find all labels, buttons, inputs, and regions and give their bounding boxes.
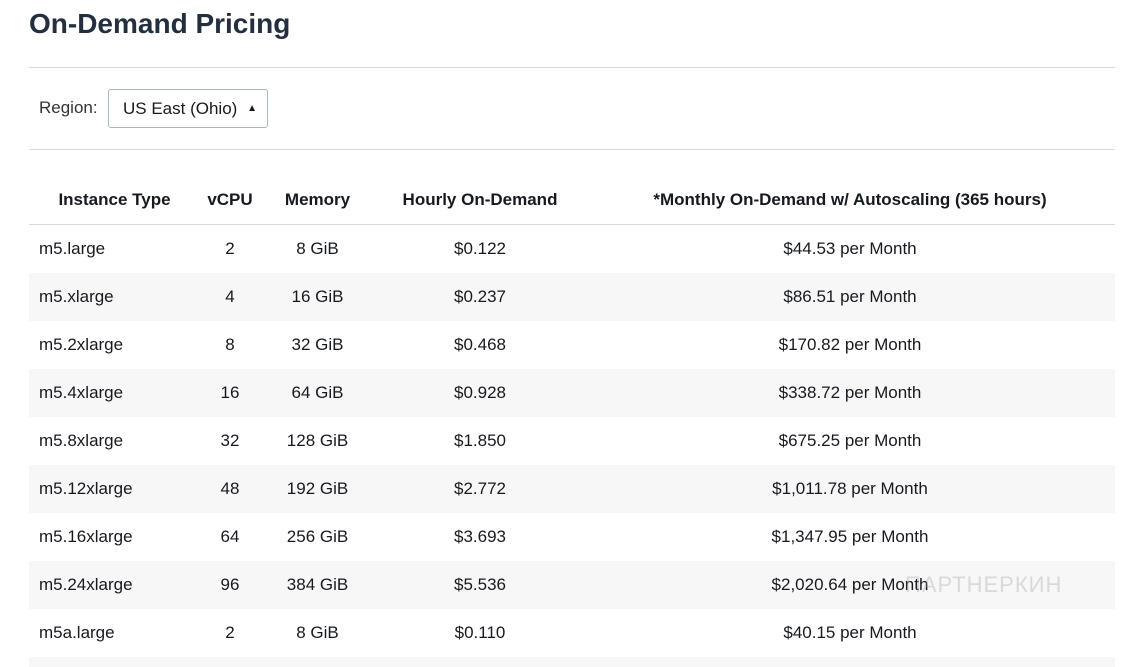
table-cell: 384 GiB [260, 561, 375, 609]
table-cell: m5.xlarge [29, 273, 200, 321]
table-cell: 16 [200, 369, 260, 417]
table-cell: 8 [225, 335, 235, 354]
table-cell: $0.468 [454, 335, 506, 354]
table-row: m5.16xlarge 64 256 GiB $3.693 $1,347.95 per … [29, 513, 1115, 561]
table-row: m5.large 2 8 GiB $0.122 $44.53 per Month [29, 225, 1115, 274]
table-cell: m5.2xlarge [39, 335, 124, 354]
table-cell: $338.72 per Month [585, 369, 1115, 417]
table-cell: 32 GiB [291, 335, 344, 354]
table-cell: $675.25 per Month [778, 431, 922, 450]
table-cell: $5.536 [375, 561, 585, 609]
table-cell: 48 [200, 465, 260, 513]
table-cell: 2 [225, 239, 235, 258]
table-cell: $1,011.78 per Month [585, 465, 1115, 513]
table-row: m5.xlarge 4 16 GiB $0.237 $86.51 per Month [29, 273, 1115, 321]
table-cell: $2.772 [375, 465, 585, 513]
table-cell: m5a.large [39, 623, 115, 642]
table-cell: 32 [220, 431, 240, 450]
table-cell: $0.122 [454, 239, 506, 258]
page-title: On-Demand Pricing [29, 8, 291, 39]
table-cell: 128 GiB [286, 431, 349, 450]
table-cell: $1,347.95 per Month [771, 527, 929, 546]
table-cell: 8 GiB [296, 623, 339, 642]
table-cell: $0.110 [454, 623, 506, 642]
table-cell: m5.24xlarge [29, 561, 200, 609]
table-cell: 192 GiB [260, 465, 375, 513]
table-cell: 256 GiB [286, 527, 349, 546]
select-arrow: ▲ [247, 103, 257, 114]
table-cell: m5.16xlarge [39, 527, 133, 546]
table-cell: 96 [200, 561, 260, 609]
table-row: m5.12xlarge 48 192 GiB $2.772 $1,011.78 per … [29, 465, 1115, 513]
table-row: m5.8xlarge 32 128 GiB $1.850 $675.25 per Mon… [29, 417, 1115, 465]
region-value: US East (Ohio) [123, 99, 238, 118]
table-cell: 4 [200, 273, 260, 321]
table-cell: $86.51 per Month [585, 273, 1115, 321]
table-cell: 64 [220, 527, 240, 546]
column-header: Hourly On-Demand [375, 175, 585, 225]
table-cell: $2,020.64 per Month [585, 561, 1115, 609]
table-cell: $40.15 per Month [783, 623, 917, 642]
column-header: *Monthly On-Demand w/ Autoscaling (365 h… [585, 175, 1115, 225]
table-row: m5.24xlarge 96 384 GiB $5.536 $2,020.64 per … [29, 561, 1115, 609]
watermark: ПАРТНЕРКИН [905, 572, 1063, 597]
table-cell: $1.850 [454, 431, 506, 450]
column-header: vCPU [200, 175, 260, 225]
table-cell: 2 [225, 623, 235, 642]
table-cell: $170.82 per Month [778, 335, 922, 354]
pricing-table: Instance Type vCPU Memory Hourly On-Demand *… [29, 175, 1115, 657]
table-cell: $44.53 per Month [783, 239, 917, 258]
table-cell: $0.237 [375, 273, 585, 321]
row-stripe [29, 657, 1115, 667]
table-cell: 8 GiB [296, 239, 339, 258]
table-cell: m5.large [39, 239, 106, 258]
column-header: Memory [260, 175, 375, 225]
header-row: Instance Type vCPU Memory Hourly On-Demand *… [29, 175, 1115, 225]
table-row: m5a.large 2 8 GiB $0.110 $40.15 per Month [29, 609, 1115, 657]
table-cell: 64 GiB [260, 369, 375, 417]
region-select[interactable]: US East (Ohio) ▲ [108, 89, 268, 128]
table-cell: m5.8xlarge [39, 431, 124, 450]
region-label: Region: [39, 98, 98, 117]
divider [29, 149, 1115, 150]
divider [29, 67, 1115, 68]
column-header: Instance Type [29, 175, 200, 225]
table-cell: m5.4xlarge [29, 369, 200, 417]
table-cell: 16 GiB [260, 273, 375, 321]
table-cell: m5.12xlarge [29, 465, 200, 513]
table-cell: $3.693 [454, 527, 506, 546]
table-row: m5.4xlarge 16 64 GiB $0.928 $338.72 per Mont… [29, 369, 1115, 417]
table-cell: $0.928 [375, 369, 585, 417]
table-row: m5.2xlarge 8 32 GiB $0.468 $170.82 per Month [29, 321, 1115, 369]
